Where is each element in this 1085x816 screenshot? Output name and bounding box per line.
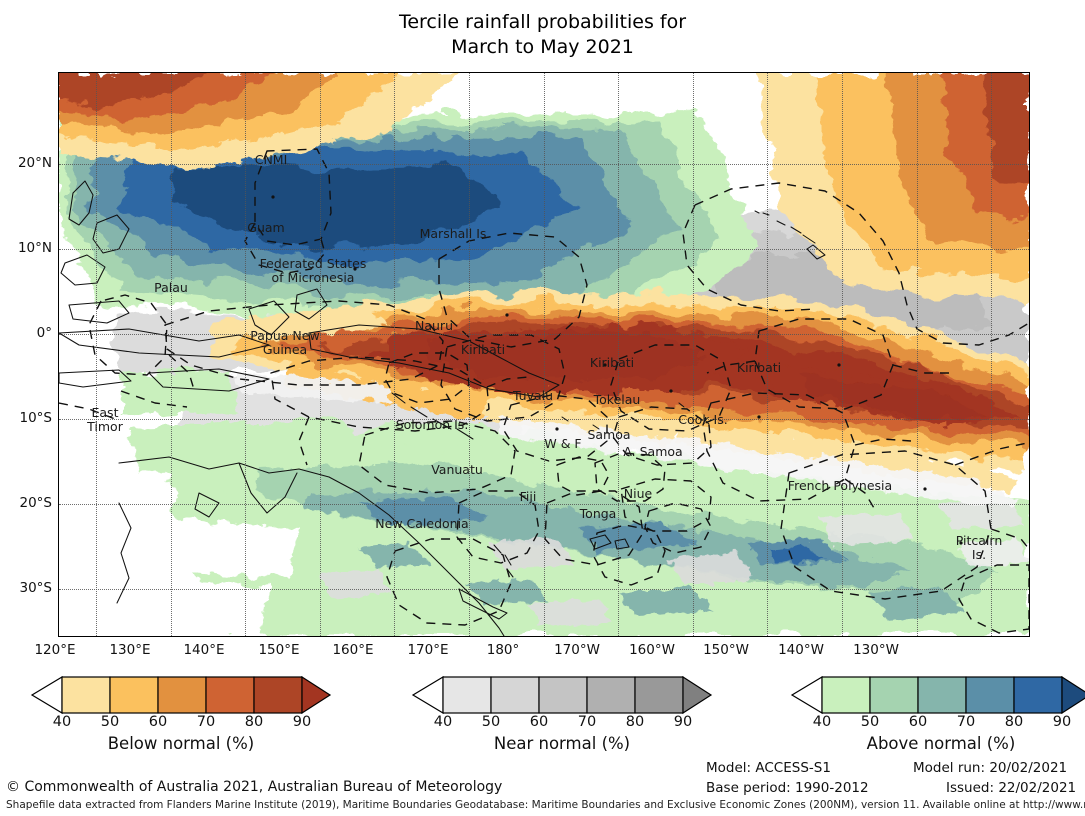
colorbar-tick: 90 [292, 714, 312, 730]
colorbar-above-normal-ticks: 40 50 60 70 80 90 [813, 714, 1071, 732]
gridline-vertical [693, 73, 694, 636]
xtick-label: 170°W [554, 642, 600, 658]
gridline-vertical [96, 73, 97, 636]
gridline-horizontal [59, 249, 1029, 250]
cap-low-near-normal [411, 676, 444, 714]
page-title: Tercile rainfall probabilities for March… [0, 10, 1085, 60]
colorbar-tick: 50 [481, 714, 501, 730]
colorbar-near-normal-swatches [411, 676, 713, 714]
colorbar-tick: 60 [529, 714, 549, 730]
colorbar-tick: 50 [860, 714, 880, 730]
gridline-vertical [917, 73, 918, 636]
colorbar-tick: 40 [52, 714, 72, 730]
colorbar-above-normal-title: Above normal (%) [866, 734, 1016, 753]
gridline-vertical [245, 73, 246, 636]
cap-high-near-normal [682, 676, 713, 714]
probability-raster [59, 73, 1029, 636]
colorbar-near-normal-ticks: 40 50 60 70 80 90 [434, 714, 692, 732]
gridline-vertical [320, 73, 321, 636]
title-line-2: March to May 2021 [451, 36, 634, 58]
title-line-1: Tercile rainfall probabilities for [398, 11, 687, 33]
metadata-model: Model: ACCESS-S1 [706, 760, 831, 776]
ytick-label: 10°N [17, 240, 52, 256]
xtick-label: 160°E [332, 642, 374, 658]
ytick-label: 20°N [17, 155, 52, 171]
xtick-label: 160°W [629, 642, 675, 658]
gridline-horizontal [59, 589, 1029, 590]
colorbar-tick: 60 [908, 714, 928, 730]
colorbar-below-normal-swatches [30, 676, 332, 714]
gridline-vertical [544, 73, 545, 636]
xtick-label: 150°W [703, 642, 749, 658]
cap-low-below-normal [30, 676, 63, 714]
colorbar-tick: 60 [148, 714, 168, 730]
xtick-label: 180° [486, 642, 520, 658]
colorbar-below-normal-title: Below normal (%) [107, 734, 255, 753]
metadata-base-period: Base period: 1990-2012 [706, 780, 869, 796]
xtick-label: 170°E [407, 642, 449, 658]
xtick-label: 140°E [183, 642, 225, 658]
colorbar-near-normal[interactable]: 40 50 60 70 80 90 Near normal (%) [411, 676, 713, 753]
colorbar-tick: 50 [100, 714, 120, 730]
copyright-notice: © Commonwealth of Australia 2021, Austra… [6, 779, 503, 795]
metadata-model-run: Model run: 20/02/2021 [913, 760, 1068, 776]
colorbar-tick: 40 [812, 714, 832, 730]
gridline-vertical [394, 73, 395, 636]
gridline-vertical [767, 73, 768, 636]
ytick-label: 0° [36, 325, 52, 341]
cap-high-above-normal [1061, 676, 1085, 714]
gridline-vertical [469, 73, 470, 636]
cap-low-above-normal [790, 676, 823, 714]
xtick-label: 150°E [258, 642, 300, 658]
colorbar-tick: 70 [196, 714, 216, 730]
colorbar-above-normal[interactable]: 40 50 60 70 80 90 Above normal (%) [790, 676, 1085, 753]
gridline-horizontal [59, 334, 1029, 335]
ytick-label: 10°S [19, 410, 53, 426]
colorbar-below-normal[interactable]: 40 50 60 70 80 90 Below normal (%) [30, 676, 332, 753]
xtick-label: 120°E [34, 642, 76, 658]
cap-high-below-normal [301, 676, 332, 714]
xtick-label: 130°E [109, 642, 151, 658]
metadata-issued: Issued: 22/02/2021 [946, 780, 1077, 796]
colorbar-below-normal-ticks: 40 50 60 70 80 90 [53, 714, 311, 732]
colorbar-tick: 40 [433, 714, 453, 730]
gridline-horizontal [59, 504, 1029, 505]
gridline-vertical [991, 73, 992, 636]
gridline-horizontal [59, 419, 1029, 420]
map-plot-area[interactable]: CNMI Guam Marshall Is. Palau Federated S… [58, 72, 1030, 637]
gridline-vertical [618, 73, 619, 636]
xtick-label: 130°W [853, 642, 899, 658]
colorbar-tick: 70 [577, 714, 597, 730]
ytick-label: 20°S [19, 495, 53, 511]
colorbar-tick: 80 [625, 714, 645, 730]
colorbar-tick: 80 [244, 714, 264, 730]
colorbar-tick: 90 [1052, 714, 1072, 730]
colorbar-tick: 80 [1004, 714, 1024, 730]
colorbar-near-normal-title: Near normal (%) [493, 734, 631, 753]
gridline-vertical [171, 73, 172, 636]
colorbar-tick: 70 [956, 714, 976, 730]
gridline-horizontal [59, 164, 1029, 165]
shapefile-attribution: Shapefile data extracted from Flanders M… [6, 799, 1085, 811]
xtick-label: 140°W [778, 642, 824, 658]
gridline-vertical [842, 73, 843, 636]
colorbar-tick: 90 [673, 714, 693, 730]
ytick-label: 30°S [19, 580, 53, 596]
colorbar-above-normal-swatches [790, 676, 1085, 714]
